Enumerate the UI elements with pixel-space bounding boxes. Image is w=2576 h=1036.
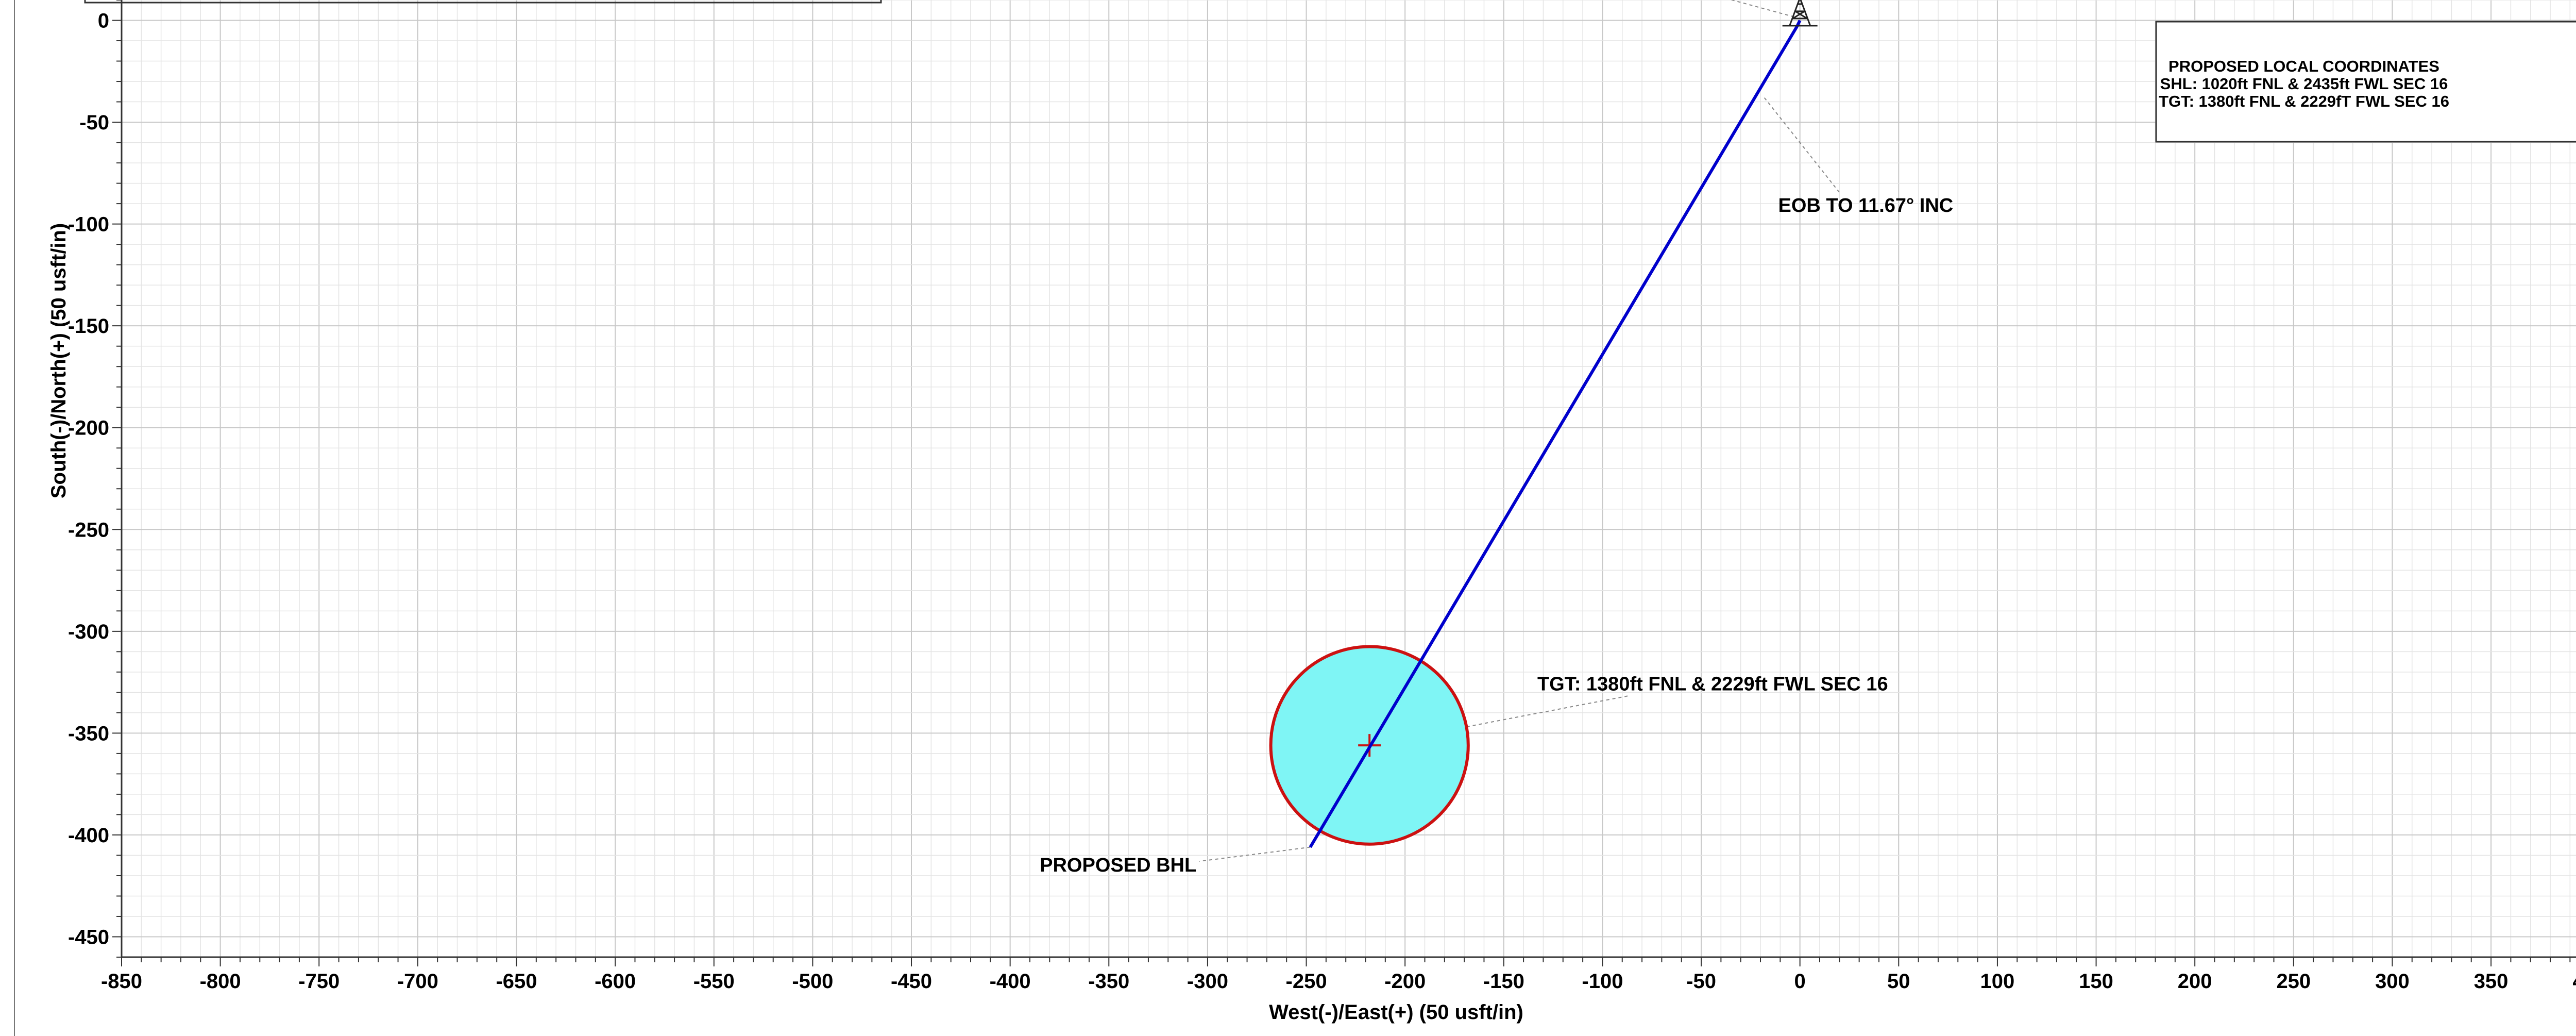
x-tick-label: -700 [397, 970, 438, 993]
y-tick-label: -450 [68, 926, 109, 948]
target-label: TGT: 1380ft FNL & 2229ft FWL SEC 16 [1537, 673, 1888, 695]
drilling-rig-icon [1782, 0, 1818, 27]
grid [121, 0, 2576, 958]
x-tick-label: -600 [595, 970, 636, 993]
x-axis-label: West(-)/East(+) (50 usft/in) [1269, 1001, 1523, 1024]
well-path-line [1309, 20, 1802, 848]
coordinates-box-title: PROPOSED LOCAL COORDINATES [2168, 57, 2439, 75]
x-tick-label: -100 [1582, 970, 1623, 993]
well-path-series [1309, 20, 1802, 848]
x-tick-label: -300 [1187, 970, 1228, 993]
x-tick-label: 150 [2079, 970, 2113, 993]
coordinates-box-line-shl: SHL: 1020ft FNL & 2435ft FWL SEC 16 [2160, 75, 2448, 93]
coordinates-box-line-tgt: TGT: 1380ft FNL & 2229fT FWL SEC 16 [2159, 92, 2449, 110]
x-tick-label: -800 [200, 970, 241, 993]
x-tick-label: -750 [298, 970, 340, 993]
y-axis-label: South(-)/North(+) (50 usft/in) [47, 223, 70, 498]
labels: -850 -800 -750 -700 -650 -600 -550 -500 -450 -400… [68, 10, 2576, 993]
x-tick-label: -550 [693, 970, 735, 993]
x-tick-label: 0 [1794, 970, 1806, 993]
annotation-bhl-label: PROPOSED BHL [1040, 855, 1196, 876]
x-tick-label: -250 [1286, 970, 1327, 993]
x-tick-label: 250 [2276, 970, 2311, 993]
x-tick-label: -450 [891, 970, 932, 993]
x-tick-label: -500 [792, 970, 833, 993]
x-tick-label: 100 [1980, 970, 2015, 993]
x-tick-label: 300 [2375, 970, 2410, 993]
y-tick-label: -300 [68, 621, 109, 643]
annotation-eob-leader [1764, 97, 1841, 194]
annotation-eob-label: EOB TO 11.67° INC [1778, 195, 1954, 216]
y-tick-label: -50 [79, 111, 109, 134]
y-tick-label: -150 [68, 315, 109, 338]
x-tick-label: -200 [1384, 970, 1426, 993]
x-tick-label: 200 [2178, 970, 2212, 993]
rig-derrick [1789, 0, 1811, 26]
y-tick-label: 0 [98, 10, 109, 32]
x-tick-label: -850 [101, 970, 142, 993]
markers [1782, 0, 1818, 27]
x-tick-label: -650 [496, 970, 537, 993]
x-tick-label: 400 [2572, 970, 2576, 993]
x-tick-label: -350 [1088, 970, 1129, 993]
wellhead-label-leader [1730, 0, 1792, 17]
y-tick-label: -200 [68, 417, 109, 440]
top-left-panel-edge [84, 0, 882, 4]
x-tick-label: -150 [1483, 970, 1524, 993]
x-tick-label: 350 [2474, 970, 2509, 993]
x-tick-label: -400 [990, 970, 1031, 993]
axis-ticks [112, 0, 2571, 966]
x-tick-label: 50 [1887, 970, 1910, 993]
plot-frame [121, 0, 2576, 958]
coordinates-box: PROPOSED LOCAL COORDINATES SHL: 1020ft F… [2155, 21, 2576, 143]
y-tick-label: -250 [68, 519, 109, 541]
x-tick-label: -50 [1686, 970, 1716, 993]
y-tick-label: -400 [68, 824, 109, 847]
annotation-bhl-leader [1199, 846, 1311, 862]
coordinates-box-frame [2155, 21, 2576, 143]
y-tick-label: -350 [68, 722, 109, 745]
y-tick-label: -100 [68, 213, 109, 236]
